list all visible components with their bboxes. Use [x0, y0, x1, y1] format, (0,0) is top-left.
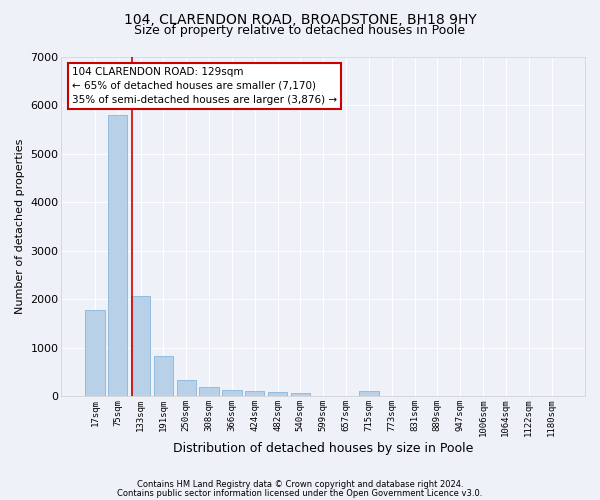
Text: Size of property relative to detached houses in Poole: Size of property relative to detached ho…	[134, 24, 466, 37]
Bar	[176, 380, 196, 396]
Y-axis label: Number of detached properties: Number of detached properties	[15, 138, 25, 314]
Bar	[245, 391, 265, 396]
Bar	[359, 391, 379, 396]
Text: 104, CLARENDON ROAD, BROADSTONE, BH18 9HY: 104, CLARENDON ROAD, BROADSTONE, BH18 9H…	[124, 12, 476, 26]
Bar	[154, 356, 173, 396]
Bar	[108, 114, 127, 396]
Bar	[131, 296, 151, 396]
Bar	[291, 392, 310, 396]
Bar	[222, 390, 242, 396]
Bar	[199, 387, 219, 396]
X-axis label: Distribution of detached houses by size in Poole: Distribution of detached houses by size …	[173, 442, 473, 455]
Text: Contains public sector information licensed under the Open Government Licence v3: Contains public sector information licen…	[118, 488, 482, 498]
Bar	[268, 392, 287, 396]
Text: 104 CLARENDON ROAD: 129sqm
← 65% of detached houses are smaller (7,170)
35% of s: 104 CLARENDON ROAD: 129sqm ← 65% of deta…	[72, 66, 337, 104]
Bar	[85, 310, 104, 396]
Text: Contains HM Land Registry data © Crown copyright and database right 2024.: Contains HM Land Registry data © Crown c…	[137, 480, 463, 489]
